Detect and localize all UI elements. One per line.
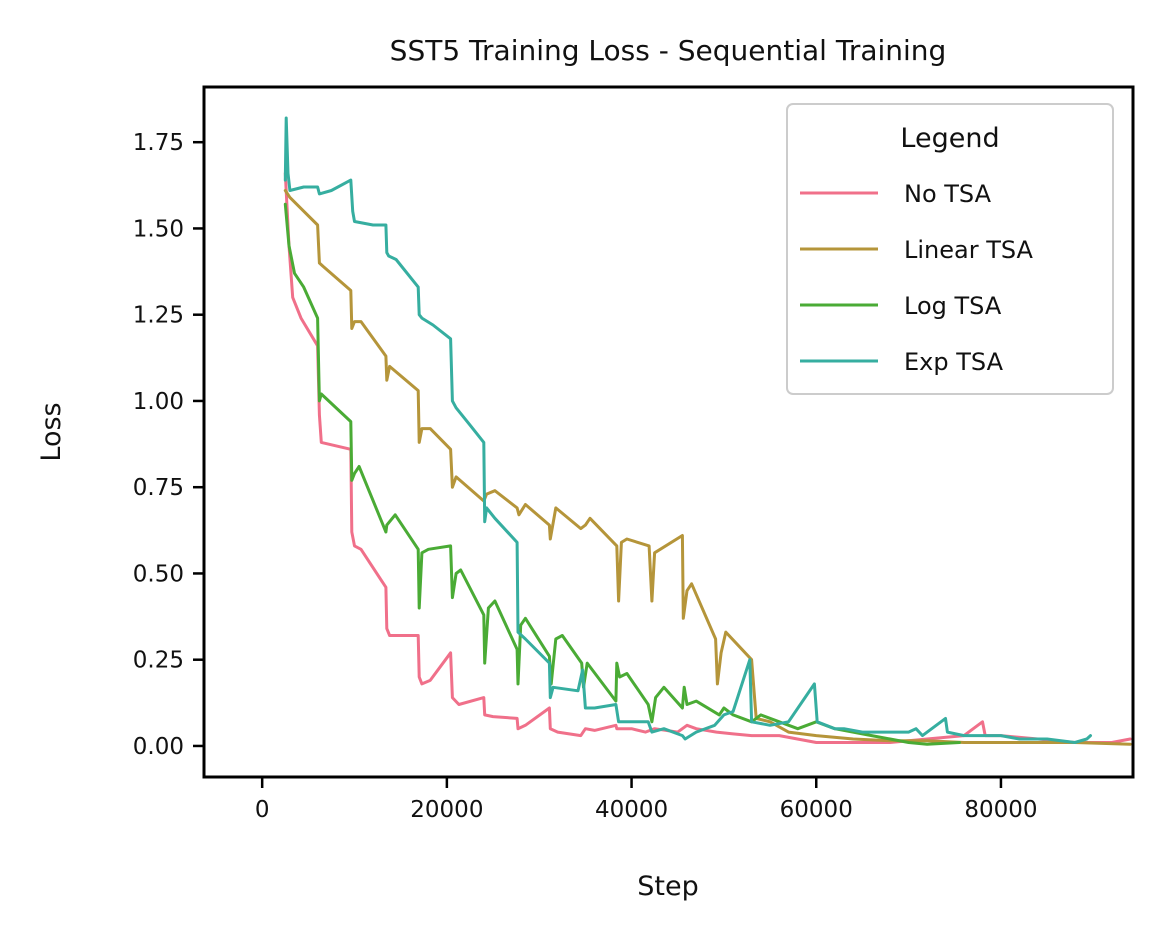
legend-label-log-tsa: Log TSA	[904, 292, 1002, 320]
y-axis: 0.00 0.25 0.50 0.75 1.00 1.25 1.50 1.75	[133, 130, 204, 760]
x-axis: 0 20000 40000 60000 80000	[255, 777, 1038, 823]
y-axis-label: Loss	[36, 402, 67, 461]
legend-label-exp-tsa: Exp TSA	[904, 348, 1004, 376]
y-tick-label: 0.75	[133, 475, 184, 501]
x-tick-label: 0	[255, 797, 270, 823]
plot-area	[283, 116, 1132, 746]
series-line-exp-tsa	[283, 116, 1092, 744]
y-tick-label: 1.50	[133, 216, 184, 242]
x-axis-label: Step	[637, 871, 698, 902]
x-tick-label: 80000	[964, 797, 1037, 823]
x-tick-label: 40000	[595, 797, 668, 823]
plot-frame	[202, 85, 1135, 779]
legend-items: No TSA Linear TSA Log TSA Exp TSA	[800, 180, 1034, 376]
legend-label-linear-tsa: Linear TSA	[904, 236, 1034, 264]
legend-label-no-tsa: No TSA	[904, 180, 992, 208]
x-tick-label: 60000	[780, 797, 853, 823]
y-tick-label: 1.75	[133, 130, 184, 156]
legend: Legend No TSA Linear TSA Log TSA Exp TSA	[786, 103, 1114, 395]
series-line-log-tsa	[283, 202, 961, 746]
y-tick-label: 1.25	[133, 303, 184, 329]
x-tick-label: 20000	[410, 797, 483, 823]
legend-box	[786, 103, 1114, 395]
y-tick-label: 0.25	[133, 648, 184, 674]
chart-title: SST5 Training Loss - Sequential Training	[390, 34, 947, 67]
legend-title: Legend	[900, 123, 999, 154]
y-tick-label: 1.00	[133, 389, 184, 415]
y-tick-label: 0.50	[133, 561, 184, 587]
series-line-no-tsa	[283, 171, 1132, 744]
y-tick-label: 0.00	[133, 734, 184, 760]
